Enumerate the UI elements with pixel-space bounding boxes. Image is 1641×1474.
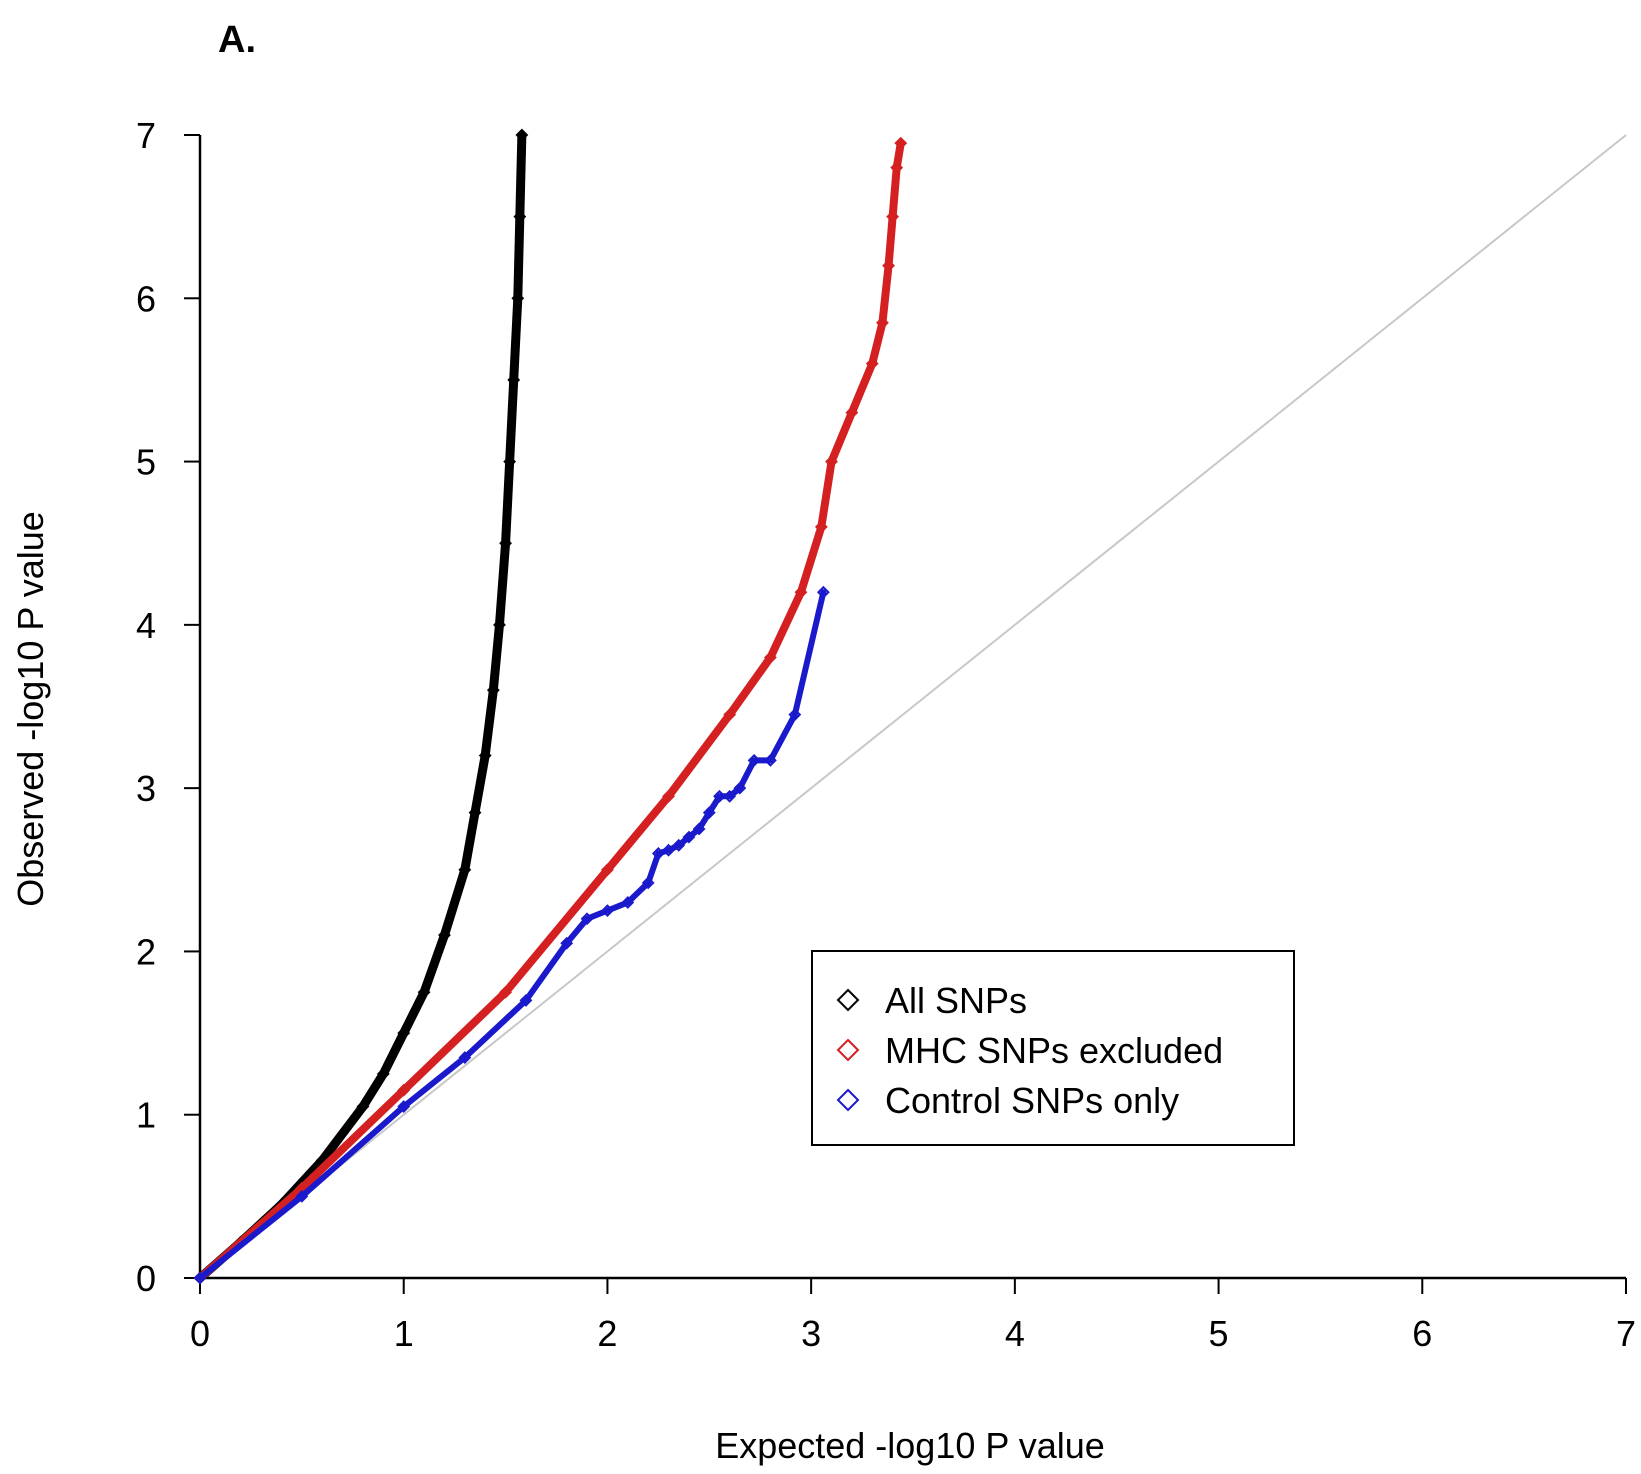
data-point-control-snps-only (713, 789, 726, 803)
data-point-control-snps-only (458, 1051, 472, 1064)
data-point-all-snps (499, 536, 512, 550)
series-line-control-snps-only (197, 589, 827, 1281)
data-point-control-snps-only (788, 708, 802, 722)
data-point-all-snps (376, 1067, 390, 1081)
legend-marker-icon (836, 988, 860, 1012)
data-point-mhc-snps-excluded (397, 1083, 411, 1097)
data-point-mhc-snps-excluded (814, 520, 828, 534)
panel-label: A. (218, 19, 256, 61)
data-point-control-snps-only (397, 1100, 411, 1113)
data-point-mhc-snps-excluded (876, 316, 889, 330)
data-point-control-snps-only (702, 806, 716, 820)
data-point-all-snps (503, 455, 517, 468)
y-tick-label: 2 (136, 931, 156, 972)
data-point-mhc-snps-excluded (845, 406, 859, 419)
data-point-mhc-snps-excluded (886, 210, 900, 224)
data-point-mhc-snps-excluded (662, 789, 675, 803)
x-tick-label: 1 (394, 1313, 414, 1354)
data-point-control-snps-only (560, 936, 574, 950)
data-point-control-snps-only (662, 843, 675, 857)
data-point-control-snps-only (601, 904, 614, 918)
data-point-control-snps-only (763, 753, 777, 767)
data-point-control-snps-only (816, 585, 830, 599)
legend-label: All SNPs (885, 980, 1027, 1021)
data-point-all-snps (458, 863, 472, 877)
data-point-control-snps-only (747, 753, 761, 767)
data-point-control-snps-only (723, 789, 737, 803)
data-point-all-snps (478, 749, 492, 762)
data-point-mhc-snps-excluded (601, 863, 614, 877)
x-tick-label: 5 (1209, 1313, 1229, 1354)
data-point-mhc-snps-excluded (499, 985, 512, 999)
legend-label: MHC SNPs excluded (885, 1030, 1223, 1071)
data-point-all-snps (468, 806, 482, 820)
y-tick-label: 7 (136, 115, 156, 156)
data-point-mhc-snps-excluded (794, 585, 808, 599)
data-point-mhc-snps-excluded (865, 357, 879, 371)
y-tick-label: 4 (136, 605, 156, 646)
legend: All SNPs MHC SNPs excluded Control SNPs on… (811, 950, 1295, 1146)
data-point-control-snps-only (682, 830, 696, 844)
data-point-all-snps (513, 210, 527, 224)
data-point-control-snps-only (692, 822, 706, 836)
x-tick-label: 3 (801, 1313, 821, 1354)
data-point-control-snps-only (580, 912, 594, 926)
legend-label: Control SNPs only (885, 1080, 1179, 1121)
data-point-all-snps (507, 373, 521, 387)
legend-marker-icon (836, 1038, 860, 1062)
plot-area: 0 1 2 3 4 5 6 7 0 1 2 3 4 5 6 7 (136, 115, 1636, 1354)
data-point-control-snps-only (621, 896, 635, 909)
data-point-mhc-snps-excluded (894, 136, 908, 150)
data-point-control-snps-only (295, 1189, 309, 1203)
x-tick-label: 2 (597, 1313, 617, 1354)
data-point-all-snps (397, 1026, 411, 1040)
x-tick-label: 4 (1005, 1313, 1025, 1354)
data-point-mhc-snps-excluded (882, 259, 895, 273)
data-point-control-snps-only (641, 876, 655, 890)
x-tick-label: 0 (190, 1313, 210, 1354)
data-point-all-snps (486, 683, 500, 697)
legend-marker-icon (836, 1088, 860, 1112)
data-point-all-snps (515, 128, 529, 142)
series-line-mhc-snps-excluded (196, 139, 905, 1282)
y-tick-label: 6 (136, 278, 156, 319)
data-point-mhc-snps-excluded (825, 455, 838, 468)
data-point-control-snps-only (672, 838, 686, 852)
data-point-all-snps (417, 985, 431, 999)
data-point-control-snps-only (733, 781, 747, 795)
series-line-all-snps (195, 130, 527, 1283)
data-point-mhc-snps-excluded (890, 161, 904, 175)
reference-line (199, 134, 1627, 1279)
y-tick-label: 0 (136, 1258, 156, 1299)
y-axis-title: Observed -log10 P value (10, 511, 51, 907)
data-point-control-snps-only (519, 994, 533, 1007)
x-tick-label: 6 (1412, 1313, 1432, 1354)
x-tick-label: 7 (1616, 1313, 1636, 1354)
y-tick-label: 5 (136, 442, 156, 483)
data-point-all-snps (356, 1100, 370, 1113)
data-point-all-snps (493, 618, 506, 632)
data-point-all-snps (438, 928, 451, 942)
data-point-control-snps-only (651, 847, 665, 860)
legend-box (811, 950, 1295, 1146)
data-point-mhc-snps-excluded (763, 651, 777, 664)
y-tick-label: 1 (136, 1095, 156, 1136)
data-point-all-snps (511, 291, 525, 305)
y-tick-label: 3 (136, 768, 156, 809)
x-axis-title: Expected -log10 P value (715, 1425, 1105, 1466)
data-point-control-snps-only (193, 1271, 207, 1285)
data-point-mhc-snps-excluded (723, 708, 737, 722)
